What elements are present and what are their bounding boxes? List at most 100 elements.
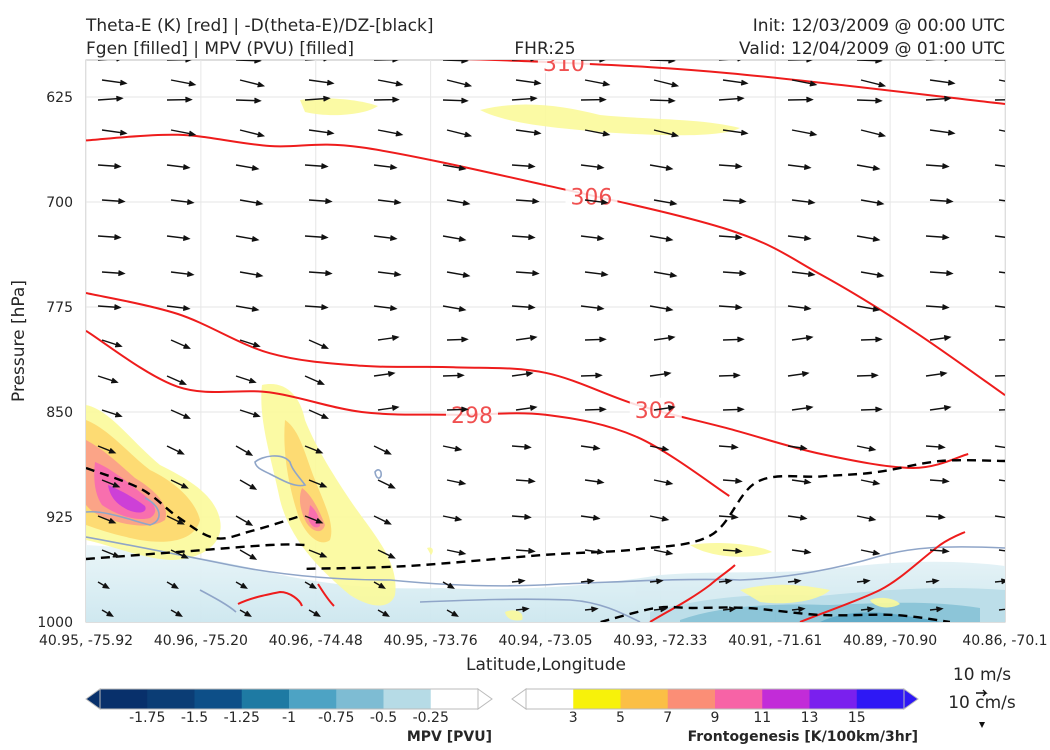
- y-tick-label: 925: [46, 510, 73, 526]
- colorbar-tick-label: 3: [569, 710, 578, 726]
- colorbar-tick-label: -1.5: [181, 710, 208, 726]
- fgen-region: [740, 584, 830, 604]
- wind-vector: [584, 129, 611, 137]
- wind-vector: [304, 163, 329, 170]
- colorbar-tick-label: -0.75: [318, 710, 354, 726]
- wind-vector: [239, 271, 264, 278]
- wind-vector: [998, 549, 1005, 552]
- theta-e-contour: [86, 292, 969, 470]
- wind-vector: [653, 606, 668, 613]
- mpv-colorbar: -1.75 -1.5 -1.25 -1 -0.75 -0.5 -0.25: [85, 688, 493, 726]
- wind-vector: [101, 339, 123, 348]
- x-tick-label: 40.91, -71.61: [728, 633, 822, 649]
- wind-vector: [166, 445, 185, 455]
- wind-vector: [239, 129, 266, 138]
- wind-vector: [304, 375, 325, 385]
- wind-vector: [166, 515, 185, 525]
- wind-vector: [304, 234, 329, 241]
- wind-vector: [170, 479, 189, 489]
- wind-vector: [860, 199, 885, 206]
- theta-e-contour-label: 310: [543, 52, 585, 77]
- wind-vector: [856, 60, 883, 64]
- wind-vector: [994, 578, 1005, 585]
- title-line-2: Fgen [filled] | MPV (PVU) [filled]: [86, 39, 354, 59]
- wind-vector: [166, 235, 191, 241]
- y-tick-label: 700: [46, 195, 73, 211]
- theta-e-surface-lines: [237, 531, 966, 622]
- wind-vector: [442, 164, 467, 171]
- colorbar-segment: [194, 689, 243, 709]
- wind-vector: [235, 515, 254, 526]
- wind-vector: [791, 129, 818, 137]
- wind-vector: [97, 581, 110, 589]
- wind-vector: [442, 60, 469, 64]
- wind-vector: [97, 375, 119, 384]
- wind-vector: [856, 578, 871, 585]
- x-axis-label: Latitude,Longitude: [466, 655, 626, 675]
- wind-vector: [446, 129, 473, 138]
- wind-vector: [101, 479, 121, 488]
- wind-vector: [787, 514, 808, 521]
- wind-vector: [239, 199, 264, 206]
- wind-vector: [925, 371, 948, 377]
- wind-vector: [584, 79, 611, 87]
- wind-vector: [722, 270, 747, 277]
- wind-vector: [308, 270, 333, 277]
- wind-vector: [446, 271, 471, 278]
- colorbar-tick-label: 13: [801, 710, 819, 726]
- wind-vector: [787, 164, 812, 170]
- wind-vector: [860, 79, 887, 88]
- wind-vector: [998, 271, 1005, 274]
- wind-vector: [373, 96, 400, 103]
- mpv-colorbar-label: MPV [PVU]: [407, 729, 492, 745]
- wind-vector: [998, 479, 1005, 482]
- wind-vector: [791, 606, 806, 613]
- y-tick-label: 1000: [37, 615, 73, 631]
- wind-vector: [511, 95, 538, 102]
- colorbar-segment: [289, 689, 337, 709]
- wind-vector: [515, 129, 542, 136]
- wind-vector: [925, 578, 940, 585]
- wind-vector: [929, 270, 954, 277]
- wind-vector: [377, 199, 402, 205]
- wind-vector: [374, 60, 399, 63]
- wind-vector: [304, 95, 331, 102]
- wind-vector: [239, 339, 261, 348]
- wind-vector: [649, 60, 676, 64]
- wind-vector: [998, 79, 1005, 82]
- wind-vector: [304, 581, 317, 589]
- theta-e-contour: [463, 60, 1005, 105]
- colorbar-extend: [511, 688, 527, 710]
- wind-vector: [305, 60, 328, 62]
- wind-vector: [649, 164, 674, 171]
- wind-vector: [998, 339, 1005, 341]
- wind-vector: [925, 443, 946, 450]
- colorbar-tick-label: 5: [616, 710, 625, 726]
- wind-vector: [856, 445, 877, 452]
- stability-contour: [306, 458, 1005, 570]
- wind-vector: [515, 477, 536, 484]
- wind-vector: [580, 514, 601, 521]
- wind-vector: [515, 547, 536, 554]
- wind-vector: [998, 199, 1005, 202]
- wind-vector: [860, 271, 885, 278]
- wind-key-label-2: 10 cm/s: [948, 693, 1016, 713]
- wind-vector: [791, 79, 818, 87]
- wind-vector: [511, 371, 534, 377]
- colorbar-frame: [525, 688, 905, 710]
- wind-vector: [649, 97, 676, 104]
- wind-vector: [235, 445, 254, 456]
- wind-vector: [442, 445, 463, 452]
- wind-vector: [442, 515, 463, 522]
- wind-vector: [442, 372, 465, 379]
- wind-vector: [722, 198, 747, 205]
- wind-vector: [653, 129, 680, 138]
- wind-vector: [239, 79, 266, 88]
- wind-vector: [515, 198, 540, 205]
- x-tick-label: 40.96, -75.20: [154, 633, 248, 649]
- wind-vector: [170, 409, 191, 419]
- stability-dashed-contours: [86, 458, 1005, 622]
- theta-e-contour: [799, 531, 966, 622]
- colorbar-tick-label: 15: [848, 710, 866, 726]
- theta-e-contour: [86, 133, 1005, 397]
